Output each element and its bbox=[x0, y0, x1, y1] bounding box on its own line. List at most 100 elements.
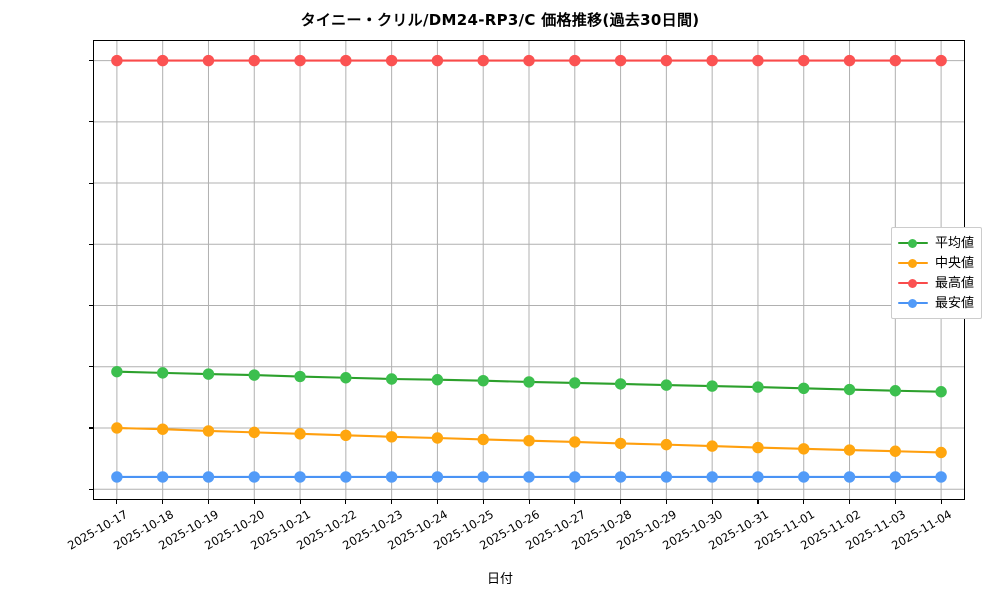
x-tick-mark bbox=[207, 500, 210, 504]
data-point bbox=[798, 471, 810, 483]
data-point bbox=[614, 54, 627, 67]
data-point bbox=[752, 54, 764, 67]
data-point bbox=[385, 431, 398, 443]
legend-swatch-icon bbox=[897, 277, 928, 289]
data-point bbox=[935, 386, 947, 398]
data-point bbox=[248, 369, 260, 381]
data-point bbox=[523, 435, 535, 447]
x-tick-label: 2025-10-18 bbox=[110, 507, 176, 553]
x-tick-label: 2025-10-31 bbox=[706, 507, 771, 553]
data-point bbox=[569, 54, 581, 67]
data-point bbox=[340, 372, 352, 384]
x-tick-label: 2025-10-20 bbox=[202, 507, 268, 553]
data-point bbox=[706, 440, 718, 452]
x-tick-label: 2025-10-30 bbox=[660, 507, 726, 553]
data-point bbox=[660, 54, 673, 67]
data-point bbox=[843, 444, 856, 456]
x-tick-mark bbox=[757, 500, 759, 504]
data-point bbox=[935, 471, 947, 483]
data-point bbox=[752, 441, 764, 454]
data-point bbox=[798, 382, 810, 394]
legend-label: 中央値 bbox=[934, 255, 974, 271]
x-tick-label: 2025-11-02 bbox=[797, 507, 863, 553]
data-point bbox=[660, 438, 673, 451]
data-point bbox=[843, 383, 856, 396]
data-point bbox=[248, 471, 260, 483]
data-point bbox=[752, 471, 764, 483]
x-tick-label: 2025-10-22 bbox=[293, 507, 359, 553]
x-tick-label: 2025-11-01 bbox=[751, 507, 817, 553]
data-point bbox=[340, 54, 352, 67]
x-tick-mark bbox=[711, 500, 713, 504]
data-point bbox=[706, 471, 718, 483]
data-point bbox=[798, 54, 810, 67]
data-point bbox=[202, 425, 215, 437]
x-tick-label: 2025-10-24 bbox=[385, 507, 451, 553]
data-point bbox=[385, 471, 398, 483]
data-point bbox=[477, 471, 489, 483]
x-tick-label: 2025-10-25 bbox=[431, 507, 497, 553]
data-point bbox=[569, 377, 581, 389]
data-point bbox=[202, 54, 215, 67]
data-point bbox=[569, 436, 581, 448]
data-point bbox=[248, 54, 260, 67]
x-tick-label: 2025-10-29 bbox=[614, 507, 680, 553]
data-point bbox=[340, 429, 352, 442]
x-tick-label: 2025-11-04 bbox=[889, 507, 955, 553]
x-tick-label: 2025-11-03 bbox=[843, 507, 909, 553]
x-tick-label: 2025-10-21 bbox=[248, 507, 314, 553]
data-point bbox=[385, 54, 398, 67]
x-tick-label: 2025-10-17 bbox=[65, 507, 130, 553]
data-point bbox=[614, 437, 627, 450]
data-point bbox=[477, 375, 489, 387]
data-point bbox=[889, 471, 902, 483]
x-tick-mark bbox=[665, 500, 667, 504]
x-tick-label: 2025-10-19 bbox=[156, 507, 222, 553]
x-tick-mark bbox=[345, 500, 347, 504]
data-point bbox=[156, 367, 169, 379]
data-point bbox=[156, 423, 169, 435]
chart-legend[interactable]: 平均値中央値最高値最安値 bbox=[890, 227, 982, 319]
data-point bbox=[614, 378, 627, 390]
plot-area bbox=[93, 40, 965, 500]
data-point bbox=[706, 54, 718, 67]
data-point bbox=[889, 54, 902, 67]
data-point bbox=[477, 54, 489, 67]
x-tick-label: 2025-10-23 bbox=[339, 507, 405, 553]
data-point bbox=[111, 54, 123, 67]
legend-item-0[interactable]: 平均値 bbox=[897, 233, 974, 253]
data-point bbox=[660, 471, 673, 483]
x-tick-mark bbox=[528, 500, 530, 504]
data-point bbox=[294, 428, 306, 440]
data-point bbox=[614, 471, 627, 483]
x-axis-label: 日付 bbox=[486, 572, 513, 587]
chart-title: タイニー・クリル/DM24-RP3/C 価格推移(過去30日間) bbox=[300, 11, 700, 29]
legend-item-3[interactable]: 最安値 bbox=[897, 293, 974, 313]
data-point bbox=[706, 380, 718, 392]
legend-swatch-icon bbox=[897, 257, 928, 269]
data-point bbox=[523, 54, 535, 67]
data-point bbox=[935, 446, 947, 459]
data-point bbox=[431, 471, 444, 483]
data-point bbox=[202, 368, 215, 380]
data-point bbox=[340, 471, 352, 483]
legend-item-2[interactable]: 最高値 bbox=[897, 273, 974, 293]
x-tick-label: 2025-10-26 bbox=[477, 507, 542, 553]
data-point bbox=[385, 373, 398, 385]
legend-label: 最高値 bbox=[934, 275, 974, 291]
data-point bbox=[294, 471, 306, 483]
x-tick-mark bbox=[803, 500, 805, 504]
data-point bbox=[843, 471, 856, 483]
data-point bbox=[431, 374, 444, 386]
x-tick-mark bbox=[620, 500, 622, 504]
data-point bbox=[477, 433, 489, 446]
data-point bbox=[294, 54, 306, 67]
data-point bbox=[889, 385, 902, 397]
x-tick-mark bbox=[436, 500, 438, 504]
legend-item-1[interactable]: 中央値 bbox=[897, 253, 974, 273]
legend-swatch-icon bbox=[897, 237, 928, 249]
x-tick-label: 2025-10-28 bbox=[568, 507, 634, 553]
data-point bbox=[111, 422, 123, 434]
data-point bbox=[935, 54, 947, 67]
